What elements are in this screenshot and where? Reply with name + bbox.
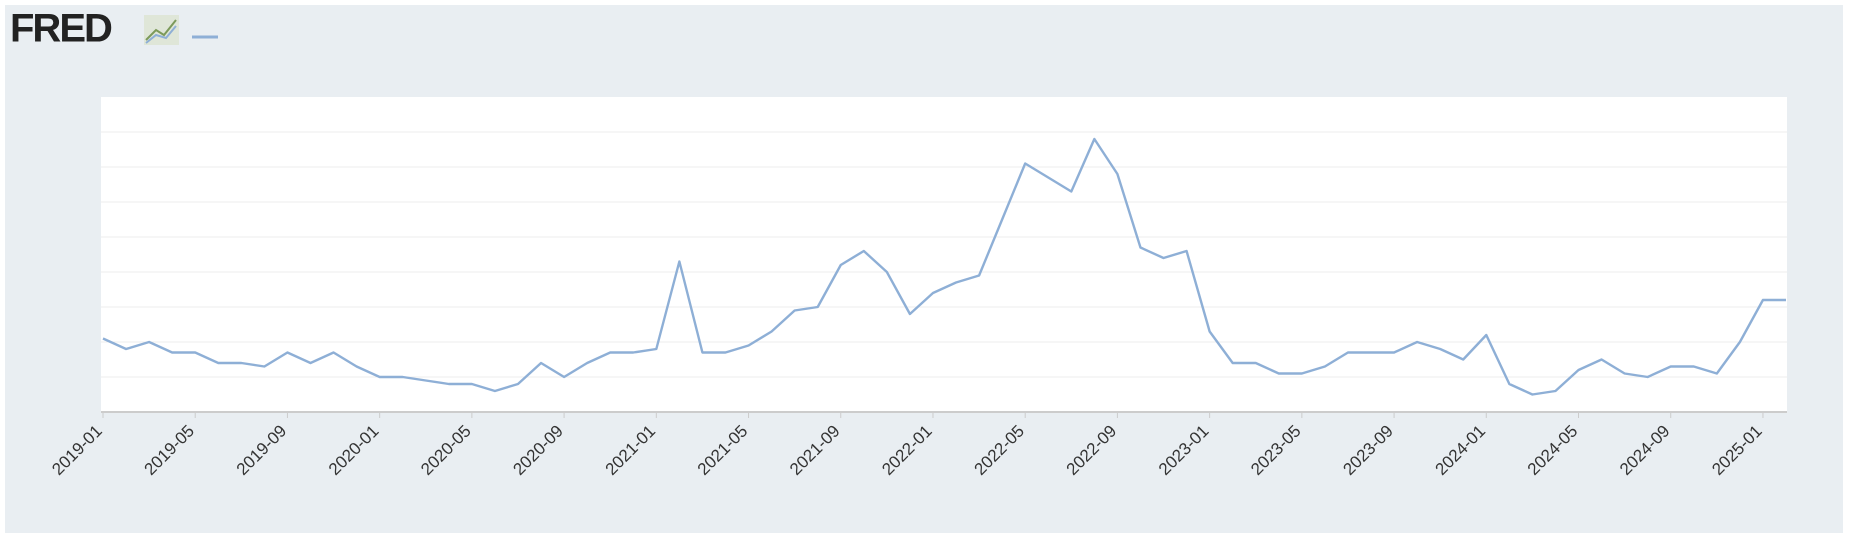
plot-area — [101, 97, 1787, 412]
data-line — [102, 137, 1786, 396]
logo[interactable]: FRED — [10, 7, 114, 51]
logo-icon — [144, 15, 179, 45]
